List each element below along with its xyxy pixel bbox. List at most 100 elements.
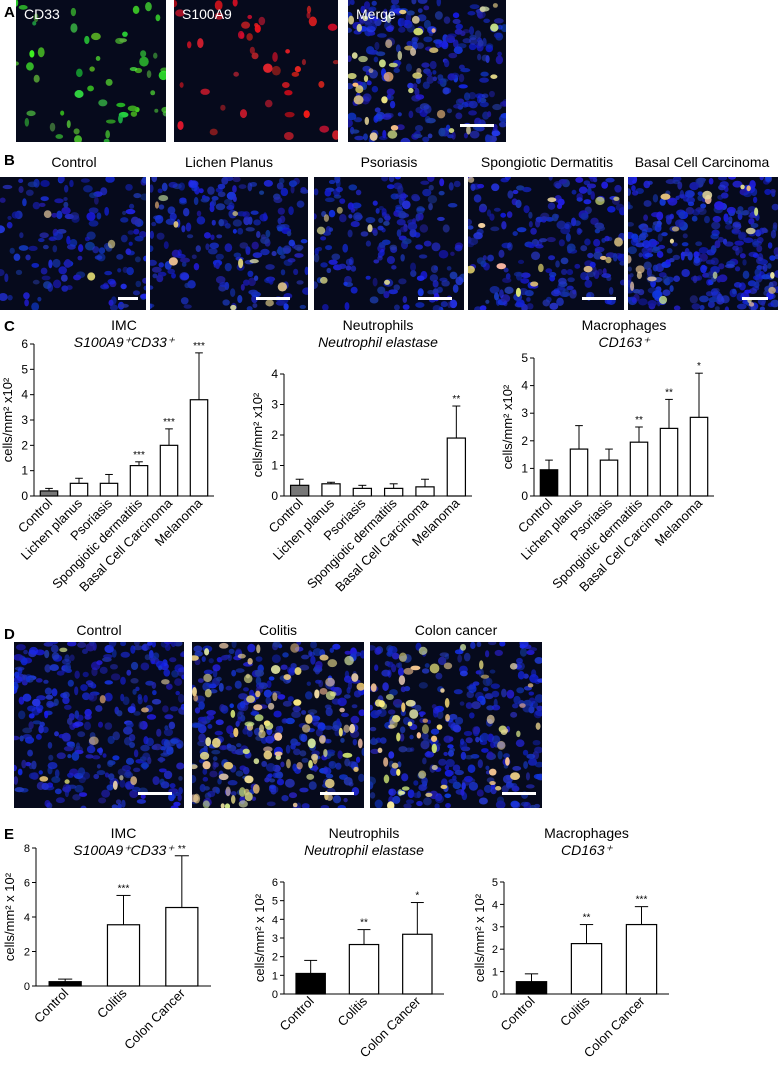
category-label: Colitis xyxy=(557,993,593,1029)
chart-title: Macrophages xyxy=(544,825,629,841)
scale-bar xyxy=(138,792,172,795)
bar xyxy=(321,483,341,497)
significance-label: *** xyxy=(636,895,648,906)
chart-subtitle: S100A9⁺CD33⁺ xyxy=(74,334,176,350)
y-tick-label: 8 xyxy=(24,843,30,855)
micrograph-label-s100a9: S100A9 xyxy=(182,6,232,22)
panel-letter-c: C xyxy=(4,318,15,335)
bar xyxy=(625,923,658,995)
micrograph-label-merge: Merge xyxy=(356,6,396,22)
y-axis-label: cells/mm² x10² xyxy=(0,377,15,462)
bar xyxy=(659,427,679,497)
y-tick-label: 6 xyxy=(24,878,30,890)
y-tick-label: 2 xyxy=(271,428,278,442)
chart-subtitle: S100A9⁺CD33⁺ xyxy=(73,842,175,858)
micrograph-texture xyxy=(370,642,542,808)
chart-title: Macrophages xyxy=(582,318,667,333)
chart-subtitle: CD163⁺ xyxy=(599,334,652,350)
scale-bar xyxy=(742,297,768,300)
chart-title: Neutrophils xyxy=(329,825,400,841)
y-tick-label: 4 xyxy=(521,379,528,393)
chart-title: Neutrophils xyxy=(343,318,414,333)
control-colon-micrograph xyxy=(14,642,184,808)
micrograph-texture xyxy=(174,0,338,141)
bar xyxy=(570,942,603,995)
y-tick-label: 2 xyxy=(272,952,278,964)
category-label: Control xyxy=(277,993,317,1033)
micrograph-texture xyxy=(150,177,308,310)
y-tick-label: 4 xyxy=(492,899,498,911)
category-label: Control xyxy=(31,985,71,1025)
control-skin-micrograph xyxy=(0,177,146,310)
bar xyxy=(629,441,649,497)
y-tick-label: 4 xyxy=(272,914,278,926)
image-title-basal-cell-carcinoma: Basal Cell Carcinoma xyxy=(634,154,770,170)
y-tick-label: 2 xyxy=(492,944,498,956)
scale-bar xyxy=(256,297,290,300)
y-tick-label: 3 xyxy=(271,398,278,412)
micrograph-texture xyxy=(628,177,778,310)
image-title-colon-cancer: Colon cancer xyxy=(414,622,498,638)
bar xyxy=(165,906,199,987)
category-label: Colitis xyxy=(334,993,370,1029)
y-tick-label: 0 xyxy=(492,989,498,1001)
scale-bar xyxy=(118,297,138,300)
panel-letter-b: B xyxy=(4,152,15,169)
bar xyxy=(446,437,467,497)
spongiotic-dermatitis-micrograph xyxy=(468,177,624,310)
micrograph-texture xyxy=(14,642,184,808)
basal-cell-carcinoma-micrograph xyxy=(628,177,778,310)
significance-label: ** xyxy=(178,844,186,855)
lichen-planus-micrograph xyxy=(150,177,308,310)
cd33-micrograph: CD33 xyxy=(16,0,166,142)
chart-title: IMC xyxy=(111,825,137,841)
significance-label: ** xyxy=(665,387,673,398)
y-tick-label: 0 xyxy=(272,989,278,1001)
micrograph-texture xyxy=(348,0,506,142)
image-title-psoriasis: Psoriasis xyxy=(360,154,418,170)
image-title-control-colon: Control xyxy=(76,622,122,638)
y-tick-label: 0 xyxy=(521,489,528,503)
y-tick-label: 3 xyxy=(521,406,528,420)
y-tick-label: 5 xyxy=(521,351,528,365)
bar xyxy=(295,972,326,995)
bar xyxy=(569,448,589,497)
colon-cancer-micrograph xyxy=(370,642,542,808)
panel-letter-a: A xyxy=(4,4,15,21)
significance-label: ** xyxy=(360,918,368,929)
micrograph-texture xyxy=(468,177,624,310)
significance-label: *** xyxy=(163,417,175,428)
y-tick-label: 1 xyxy=(272,970,278,982)
micrograph-texture xyxy=(16,0,166,142)
bar xyxy=(599,459,619,497)
y-axis-label: cells/mm² x10² xyxy=(500,384,515,469)
bar xyxy=(383,487,404,497)
image-title-spongiotic-dermatitis: Spongiotic Dermatitis xyxy=(480,154,614,170)
scale-bar xyxy=(320,792,354,795)
bar xyxy=(689,416,709,497)
y-axis-label: cells/mm² x 10² xyxy=(252,893,267,982)
bar xyxy=(106,924,141,987)
image-title-control: Control xyxy=(51,154,97,170)
y-tick-label: 5 xyxy=(21,362,28,376)
chart-subtitle: Neutrophil elastase xyxy=(318,334,438,350)
y-tick-label: 1 xyxy=(521,461,528,475)
y-axis-label: cells/mm² x 10² xyxy=(2,872,17,961)
significance-label: *** xyxy=(118,883,130,894)
bar xyxy=(539,469,559,497)
bar xyxy=(159,444,179,497)
micrograph-texture xyxy=(314,177,464,310)
colitis-micrograph xyxy=(192,642,364,808)
s100a9-micrograph: S100A9 xyxy=(174,0,338,142)
micrograph-texture xyxy=(0,177,146,310)
category-label: Colitis xyxy=(94,985,130,1021)
bar xyxy=(69,482,89,497)
significance-label: *** xyxy=(193,341,205,352)
panel-letter-e: E xyxy=(4,826,15,843)
significance-label: ** xyxy=(583,913,591,924)
micrograph-label-cd33: CD33 xyxy=(24,6,60,22)
scale-bar xyxy=(460,124,494,127)
image-title-colitis: Colitis xyxy=(258,622,298,638)
bar xyxy=(39,490,59,497)
